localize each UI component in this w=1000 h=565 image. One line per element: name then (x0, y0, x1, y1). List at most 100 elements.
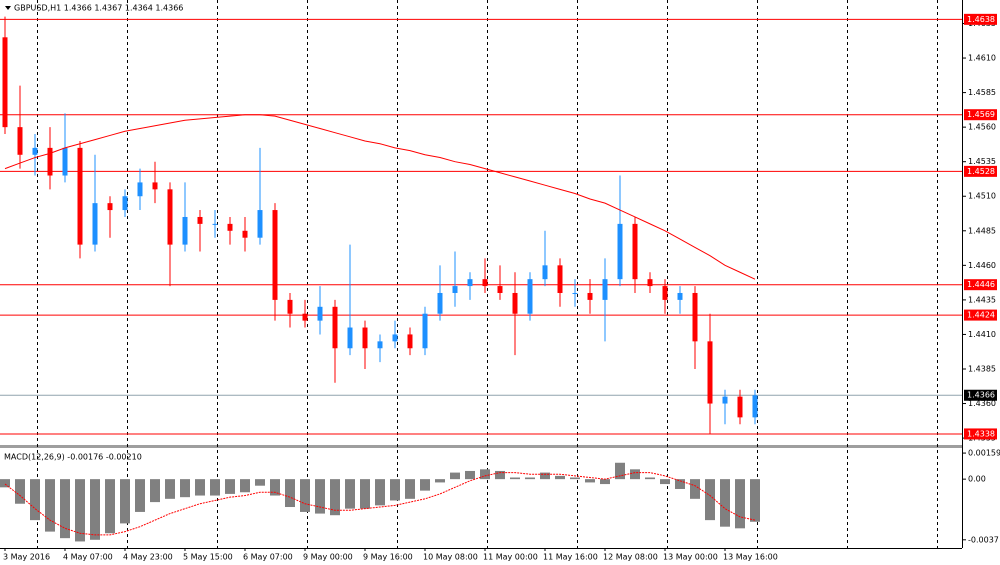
candle-body (332, 306, 338, 349)
pane-separator (0, 445, 962, 448)
y-tick-label: 1.4535 (968, 157, 996, 166)
macd-bar (255, 479, 265, 486)
candle-body (542, 265, 548, 280)
candle-body (287, 299, 293, 314)
macd-bar (405, 479, 415, 499)
macd-bar (75, 479, 85, 542)
candle-body (617, 223, 623, 280)
candle-body (32, 147, 38, 155)
macd-bar (540, 472, 550, 480)
x-tick-label: 9 May 00:00 (303, 553, 353, 562)
candle-body (707, 341, 713, 404)
macd-bar (15, 479, 25, 504)
candle-body (77, 147, 83, 245)
macd-bar (390, 479, 400, 501)
y-tick-label: 1.4585 (968, 88, 996, 97)
symbol-header: GBPUSD,H1 1.4366 1.4367 1.4364 1.4366 (14, 4, 183, 13)
x-tick-label: 13 May 16:00 (723, 553, 778, 562)
macd-bar (225, 479, 235, 494)
level-label: 1.4638 (967, 15, 995, 24)
candle-body (272, 210, 278, 300)
candle-body (242, 230, 248, 238)
candle-body (92, 203, 98, 245)
candle-body (602, 279, 608, 300)
macd-bar (555, 475, 565, 480)
menu-triangle[interactable] (5, 6, 11, 10)
y-tick-label: 1.4560 (968, 123, 996, 132)
candle-body (482, 279, 488, 287)
macd-bar (270, 479, 280, 496)
macd-bar (510, 477, 520, 480)
candle-body (407, 334, 413, 349)
macd-bar (465, 470, 475, 480)
macd-bar (285, 479, 295, 508)
level-label: 1.4446 (967, 280, 995, 289)
candle-body (257, 210, 263, 238)
level-label: 1.4528 (967, 167, 995, 176)
time-grid (37, 0, 938, 548)
macd-bar (705, 479, 715, 521)
x-tick-label: 9 May 16:00 (363, 553, 413, 562)
candle-body (392, 334, 398, 342)
x-tick-label: 3 May 2016 (3, 553, 50, 562)
macd-bar (525, 477, 535, 480)
y-tick-label: 1.4385 (968, 364, 996, 373)
y-tick-label: -0.0037 (968, 535, 999, 544)
candle-body (467, 279, 473, 287)
x-tick-label: 4 May 07:00 (63, 553, 113, 562)
macd-bar (630, 469, 640, 480)
level-label-box (964, 428, 997, 440)
x-tick-label: 4 May 23:00 (123, 553, 173, 562)
macd-bar (480, 469, 490, 480)
y-tick-label: 1.4360 (968, 399, 996, 408)
macd-bar (330, 479, 340, 516)
level-label: 1.4424 (967, 311, 995, 320)
level-label-box (964, 279, 997, 291)
y-tick-label: 0.00159 (968, 449, 1000, 458)
candle-body (152, 182, 158, 190)
y-tick-label: 1.4410 (968, 330, 996, 339)
candle-body (662, 286, 668, 300)
level-label-box (964, 309, 997, 321)
macd-bar (105, 479, 115, 534)
macd-bar (675, 479, 685, 489)
candle-body (677, 292, 683, 300)
candle-body (692, 292, 698, 342)
macd-bar (90, 479, 100, 540)
macd-bar (120, 479, 130, 524)
candle-body (632, 223, 638, 280)
x-tick-label: 11 May 16:00 (543, 553, 598, 562)
y-tick-label: 1.4460 (968, 261, 996, 270)
x-tick-label: 12 May 08:00 (603, 553, 658, 562)
level-label-box (964, 109, 997, 121)
macd-bar (0, 479, 10, 488)
macd-bar (300, 479, 310, 512)
macd-bar (180, 479, 190, 498)
last-price-box (964, 389, 997, 401)
candle-body (737, 396, 743, 418)
macd-bar (345, 479, 355, 509)
candle-body (317, 306, 323, 321)
y-tick-label: 1.4610 (968, 54, 996, 63)
signal-line (4, 472, 756, 536)
candle-body (137, 182, 143, 197)
macd-bar (645, 477, 655, 480)
macd-bar (435, 479, 445, 483)
candle-body (347, 327, 353, 349)
candle-body (47, 147, 53, 176)
y-tick-label: 1.4510 (968, 192, 996, 201)
x-tick-label: 11 May 00:00 (483, 553, 538, 562)
macd-bar (420, 479, 430, 491)
macd-bar (30, 479, 40, 521)
candle-body (167, 189, 173, 245)
candle-body (227, 223, 233, 231)
macd-bar (660, 479, 670, 485)
macd-bar (585, 479, 595, 483)
macd-bar (615, 462, 625, 480)
macd-bar (240, 479, 250, 493)
macd-bar (375, 479, 385, 506)
candle-body (377, 341, 383, 349)
macd-bar (690, 479, 700, 499)
macd-bar (750, 479, 760, 522)
